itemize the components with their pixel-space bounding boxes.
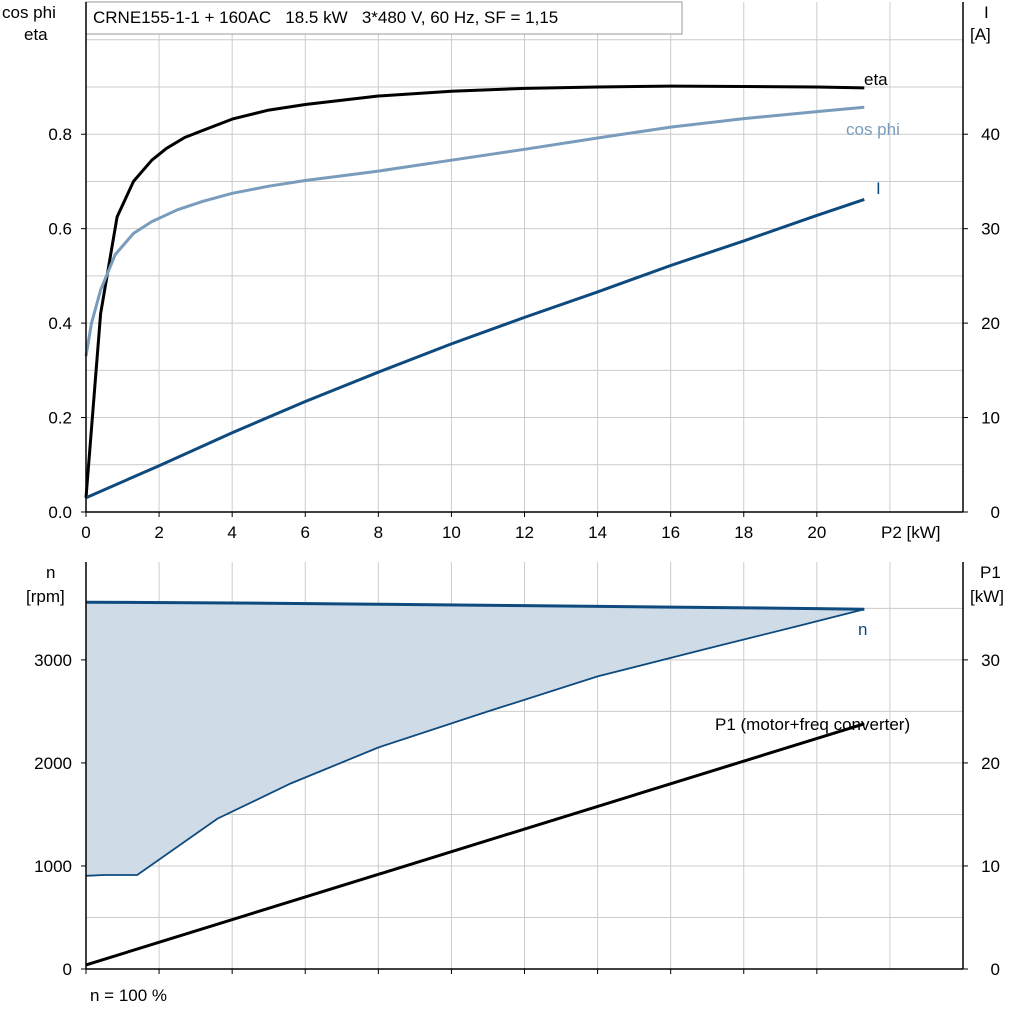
- top-x-tick-label: 16: [661, 523, 680, 542]
- bottom-right-y-tick-label: 20: [981, 754, 1000, 773]
- series-label-current: I: [876, 179, 881, 198]
- top-right-y-tick-label: 40: [981, 125, 1000, 144]
- chart-title-box: [85, 1, 683, 35]
- bottom-panel-ticks: 0 1000 2000 3000 0 10 20 30: [34, 651, 1000, 979]
- top-x-tick-label: 6: [301, 523, 310, 542]
- series-label-cos-phi: cos phi: [846, 120, 900, 139]
- bottom-panel-series: [85, 600, 865, 967]
- top-left-y-tick-label: 0.0: [48, 503, 72, 522]
- bottom-right-axis-label-line2: [kW]: [970, 587, 1004, 606]
- top-right-y-tick-label: 0: [991, 503, 1000, 522]
- speed-lower-limit-curve: [85, 608, 865, 877]
- top-right-y-tick-label: 30: [981, 220, 1000, 239]
- speed-percent-note: n = 100 %: [90, 986, 167, 1005]
- top-right-axis-label-line2: [A]: [970, 25, 991, 44]
- top-x-tick-label: 18: [734, 523, 753, 542]
- top-x-tick-label: 0: [81, 523, 90, 542]
- chart-title: CRNE155-1-1 + 160AC 18.5 kW 3*480 V, 60 …: [93, 8, 558, 27]
- cos-phi-curve: [84, 105, 865, 357]
- p1-power-curve: [85, 722, 865, 967]
- bottom-left-axis-label-line1: n: [46, 563, 55, 582]
- series-label-p1: P1 (motor+freq converter): [715, 715, 910, 734]
- top-left-axis-label-line1: cos phi: [2, 3, 56, 22]
- bottom-right-y-tick-label: 10: [981, 857, 1000, 876]
- top-x-tick-label: 14: [588, 523, 607, 542]
- top-x-tick-label: 12: [515, 523, 534, 542]
- top-x-tick-label: 10: [442, 523, 461, 542]
- top-x-axis-label: P2 [kW]: [881, 523, 941, 542]
- top-left-axis-label-line2: eta: [24, 25, 48, 44]
- top-x-tick-label: 20: [807, 523, 826, 542]
- bottom-right-y-tick-label: 0: [991, 960, 1000, 979]
- bottom-left-y-tick-label: 0: [63, 960, 72, 979]
- series-label-speed: n: [858, 620, 867, 639]
- top-x-tick-label: 2: [154, 523, 163, 542]
- series-label-eta: eta: [864, 70, 888, 89]
- bottom-left-axis-label-line2: [rpm]: [26, 587, 65, 606]
- speed-curve: [85, 600, 865, 611]
- bottom-left-y-tick-label: 3000: [34, 651, 72, 670]
- top-right-y-tick-label: 10: [981, 409, 1000, 428]
- bottom-right-y-tick-label: 30: [981, 651, 1000, 670]
- bottom-left-y-tick-label: 1000: [34, 857, 72, 876]
- bottom-left-y-tick-label: 2000: [34, 754, 72, 773]
- bottom-right-axis-label-line1: P1: [980, 563, 1001, 582]
- current-curve: [85, 197, 865, 500]
- eta-curve: [84, 84, 865, 498]
- top-x-tick-label: 8: [374, 523, 383, 542]
- top-panel-series: [84, 84, 865, 500]
- top-right-y-tick-label: 20: [981, 314, 1000, 333]
- top-left-y-tick-label: 0.2: [48, 409, 72, 428]
- top-left-y-tick-label: 0.4: [48, 314, 72, 333]
- top-panel-ticks: 0 2 4 6 8 10 12 14 16 18 20 0.0 0.2 0.4 0.6 0.8 0 10 20 30 4…: [48, 125, 1000, 542]
- top-panel-grid: [86, 2, 963, 512]
- top-left-y-tick-label: 0.6: [48, 220, 72, 239]
- top-x-tick-label: 4: [227, 523, 236, 542]
- speed-range-area: [86, 602, 865, 876]
- top-left-y-tick-label: 0.8: [48, 125, 72, 144]
- top-right-axis-label-line1: I: [984, 3, 989, 22]
